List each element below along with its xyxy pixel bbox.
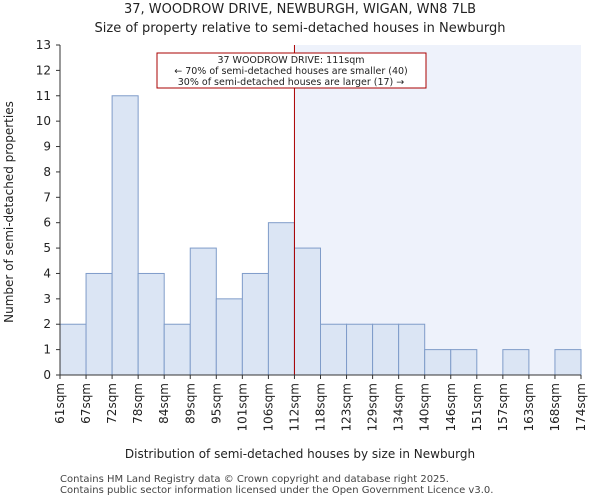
x-axis-label: Distribution of semi-detached houses by … [125, 447, 475, 461]
x-tick-label: 61sqm [53, 383, 67, 424]
x-tick-label: 112sqm [287, 383, 301, 431]
x-tick-label: 134sqm [392, 383, 406, 431]
x-tick-label: 95sqm [209, 383, 223, 424]
x-tick-label: 101sqm [235, 383, 249, 431]
y-tick-label: 2 [43, 317, 51, 331]
bar-146sqm [450, 349, 478, 376]
bar-123sqm [346, 323, 374, 376]
y-tick-label: 0 [43, 368, 51, 382]
footer-line-1: Contains HM Land Registry data © Crown c… [60, 474, 449, 485]
bar-168sqm [554, 349, 582, 376]
bar-95sqm [215, 298, 243, 376]
annotation-line-1: 37 WOODROW DRIVE: 111sqm [217, 55, 364, 66]
chart-title: 37, WOODROW DRIVE, NEWBURGH, WIGAN, WN8 … [124, 2, 476, 17]
x-tick-label: 118sqm [314, 383, 328, 431]
y-tick-label: 11 [36, 89, 51, 103]
bar-101sqm [241, 272, 269, 376]
bar-112sqm [293, 247, 322, 376]
x-tick-label: 163sqm [522, 383, 536, 431]
bar-134sqm [398, 323, 426, 376]
bar-78sqm [137, 272, 165, 376]
bar-118sqm [320, 323, 348, 376]
bar-61sqm [59, 323, 87, 376]
annotation-line-3: 30% of semi-detached houses are larger (… [178, 77, 405, 88]
y-tick-label: 9 [43, 140, 51, 154]
bar-67sqm [85, 272, 113, 376]
bar-129sqm [372, 323, 400, 376]
x-tick-label: 67sqm [79, 383, 93, 424]
x-tick-label: 168sqm [548, 383, 562, 431]
annotation-box: 37 WOODROW DRIVE: 111sqm ← 70% of semi-d… [156, 52, 427, 89]
y-tick-label: 7 [43, 190, 51, 204]
x-tick-label: 78sqm [131, 383, 145, 424]
y-tick-label: 6 [43, 216, 51, 230]
x-tick-label: 129sqm [366, 383, 380, 431]
y-tick-label: 12 [36, 63, 51, 77]
x-tick-label: 89sqm [183, 383, 197, 424]
y-tick-label: 5 [43, 241, 51, 255]
bar-157sqm [502, 349, 530, 376]
annotation-line-2: ← 70% of semi-detached houses are smalle… [174, 66, 408, 77]
highlight-region [294, 45, 581, 375]
bar-140sqm [424, 349, 452, 376]
bar-72sqm [111, 95, 139, 376]
y-tick-label: 10 [36, 114, 51, 128]
bar-84sqm [163, 323, 191, 376]
y-tick-label: 1 [43, 343, 51, 357]
x-tick-label: 123sqm [340, 383, 354, 431]
y-tick-label: 3 [43, 292, 51, 306]
x-tick-label: 151sqm [470, 383, 484, 431]
bar-89sqm [189, 247, 217, 376]
x-tick-label: 140sqm [418, 383, 432, 431]
y-tick-label: 8 [43, 165, 51, 179]
x-tick-label: 157sqm [496, 383, 510, 431]
y-axis-label: Number of semi-detached properties [2, 101, 16, 323]
bar-106sqm [267, 222, 295, 376]
chart-subtitle: Size of property relative to semi-detach… [95, 21, 506, 36]
x-tick-label: 84sqm [157, 383, 171, 424]
y-tick-label: 13 [36, 38, 51, 52]
x-tick-label: 146sqm [444, 383, 458, 431]
x-tick-label: 106sqm [261, 383, 275, 431]
x-tick-label: 72sqm [105, 383, 119, 424]
x-tick-label: 174sqm [574, 383, 588, 431]
y-tick-label: 4 [43, 266, 51, 280]
footer-line-2: Contains public sector information licen… [60, 485, 493, 496]
